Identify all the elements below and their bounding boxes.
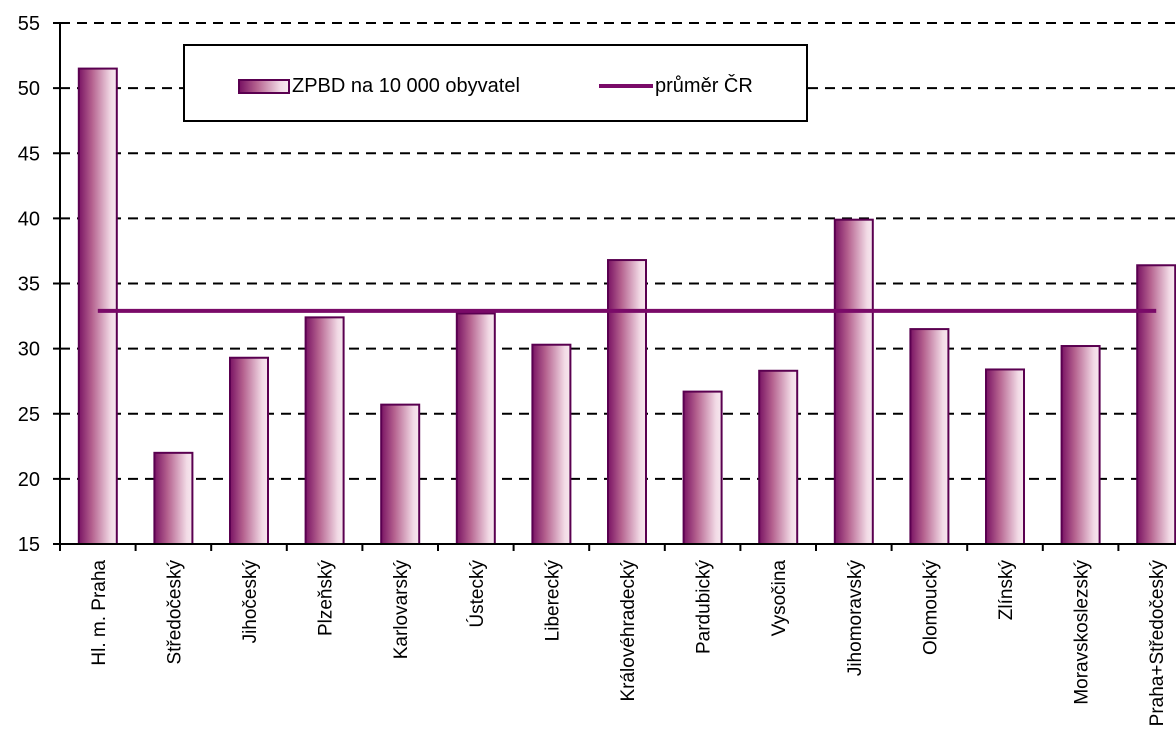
bar xyxy=(77,67,118,546)
bar xyxy=(1060,345,1101,545)
x-tick-label: Hl. m. Praha xyxy=(89,560,110,666)
y-tick-label: 45 xyxy=(18,143,40,165)
bar xyxy=(380,403,421,545)
x-tick-labels: Hl. m. Praha Středočeský Jihočeský Plzeňský… xyxy=(89,560,1168,727)
bar xyxy=(455,312,496,545)
x-tick-label: Královéhradecký xyxy=(618,560,639,702)
x-tick-label: Liberecký xyxy=(542,560,563,642)
bar xyxy=(909,328,950,545)
legend-line-swatch xyxy=(599,84,653,88)
bar xyxy=(682,390,723,546)
x-tick-label: Jihomoravský xyxy=(845,560,866,677)
x-tick-label: Vysočina xyxy=(769,560,790,637)
x-tick-label: Zlínský xyxy=(996,560,1017,621)
bar xyxy=(758,369,799,545)
y-tick-label: 35 xyxy=(18,274,40,296)
legend-entry-average: průměr ČR xyxy=(599,76,753,96)
bar xyxy=(833,218,874,546)
x-tick-label: Karlovarský xyxy=(391,560,412,660)
bar xyxy=(304,316,345,545)
y-tick-labels: 15 20 25 30 35 40 45 50 55 xyxy=(18,13,40,556)
legend-label-bars: ZPBD na 10 000 obyvatel xyxy=(292,75,520,97)
y-tick-label: 40 xyxy=(18,208,40,230)
legend-label-average: průměr ČR xyxy=(655,75,753,97)
y-tick-label: 25 xyxy=(18,404,40,426)
x-tick-label: Moravskoslezský xyxy=(1072,560,1093,705)
axes xyxy=(53,22,1176,551)
x-tick-label: Jihočeský xyxy=(240,560,261,644)
y-tick-label: 55 xyxy=(18,13,40,35)
x-tick-label: Pardubický xyxy=(694,560,715,654)
y-tick-label: 20 xyxy=(18,469,40,491)
bar xyxy=(607,259,647,545)
y-tick-label: 15 xyxy=(18,534,40,556)
bars xyxy=(77,67,1176,546)
x-tick-label: Olomoucký xyxy=(920,560,941,656)
y-tick-label: 50 xyxy=(18,78,40,100)
bar xyxy=(531,343,572,545)
legend-bar-swatch xyxy=(238,78,290,94)
x-tick-label: Praha+Středočeský xyxy=(1147,560,1168,727)
legend-entry-bars: ZPBD na 10 000 obyvatel xyxy=(238,76,520,96)
x-tick-label: Ústecký xyxy=(466,560,488,628)
y-tick-label: 30 xyxy=(18,339,40,361)
bar xyxy=(985,368,1025,545)
x-tick-label: Plzeňský xyxy=(316,560,337,637)
x-tick-label: Středočeský xyxy=(164,560,185,665)
bar xyxy=(1136,264,1176,545)
bar xyxy=(153,451,194,546)
legend: ZPBD na 10 000 obyvatel průměr ČR xyxy=(183,44,808,122)
bar xyxy=(229,356,269,545)
